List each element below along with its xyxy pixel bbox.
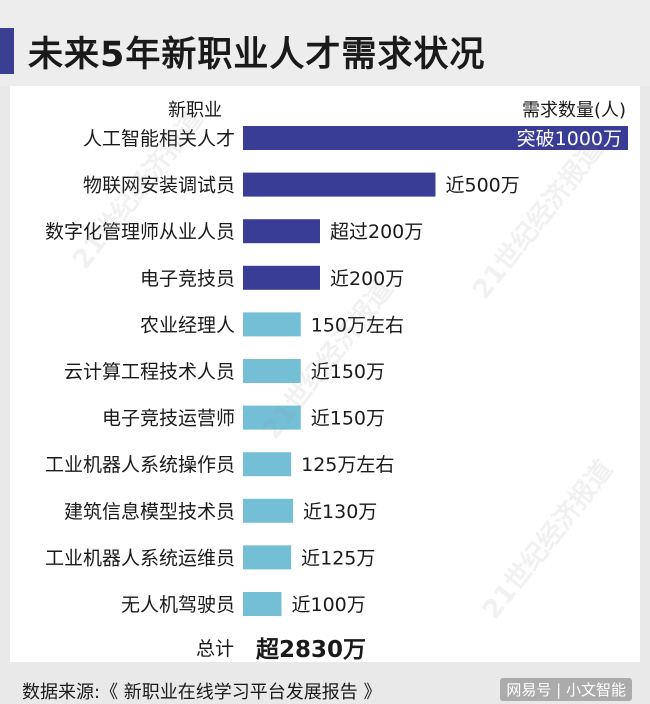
category-label: 无人机驾驶员 <box>121 594 235 616</box>
bar-3 <box>243 219 320 244</box>
page-title: 未来5年新职业人才需求状况 <box>28 35 486 75</box>
value-label: 近150万 <box>311 361 385 383</box>
total-value: 超2830万 <box>256 637 367 663</box>
title-bar <box>0 0 650 86</box>
category-label: 建筑信息模型技术员 <box>64 501 235 523</box>
bar-2 <box>243 172 436 197</box>
category-label: 工业机器人系统操作员 <box>45 454 235 476</box>
bar-6 <box>243 359 301 383</box>
total-label: 总计 <box>196 638 235 660</box>
category-label: 工业机器人系统运维员 <box>45 547 235 569</box>
value-label: 近125万 <box>301 547 375 569</box>
value-label: 超过200万 <box>330 221 423 243</box>
bar-9 <box>243 498 294 523</box>
bar-10 <box>243 545 292 570</box>
value-label: 近150万 <box>311 408 385 430</box>
bar-4 <box>243 265 320 290</box>
value-label: 近500万 <box>446 175 520 197</box>
category-label: 电子竞技员 <box>140 268 235 290</box>
category-label: 农业经理人 <box>140 314 235 336</box>
category-label: 人工智能相关人才 <box>83 128 235 150</box>
category-header: 新职业 <box>168 100 222 121</box>
title-accent <box>0 28 14 74</box>
brand-badge: 网易号 | 小文智能 <box>500 678 632 701</box>
category-label: 电子竞技运营师 <box>102 408 235 430</box>
bar-7 <box>243 405 301 430</box>
value-label: 近100万 <box>292 594 366 616</box>
source-note: 数据来源:《 新职业在线学习平台发展报告 》 <box>22 682 382 703</box>
value-header: 需求数量(人) <box>521 100 626 121</box>
bar-8 <box>243 452 292 477</box>
category-label: 数字化管理师从业人员 <box>45 221 235 243</box>
category-label: 物联网安装调试员 <box>83 175 235 197</box>
bar-5 <box>243 312 301 337</box>
bar-11 <box>243 592 282 616</box>
value-label: 突破1000万 <box>517 128 622 150</box>
value-label: 近200万 <box>330 268 404 290</box>
value-label: 150万左右 <box>311 314 404 336</box>
value-label: 近130万 <box>303 501 377 523</box>
value-label: 125万左右 <box>301 454 394 476</box>
category-label: 云计算工程技术人员 <box>64 361 235 383</box>
bar-1 <box>243 126 628 150</box>
